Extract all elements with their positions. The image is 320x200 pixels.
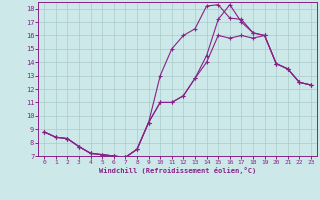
X-axis label: Windchill (Refroidissement éolien,°C): Windchill (Refroidissement éolien,°C) xyxy=(99,167,256,174)
